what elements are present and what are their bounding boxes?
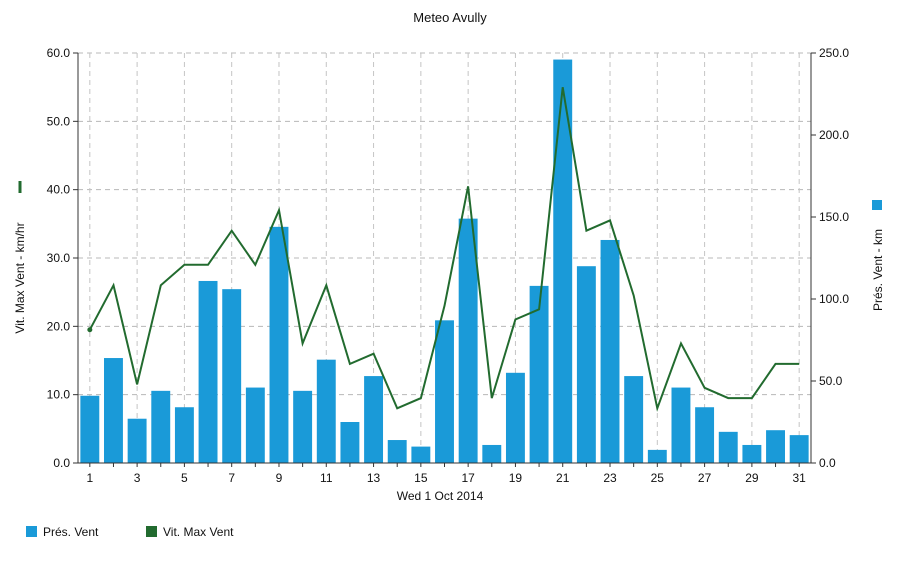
bar [482,444,502,463]
x-tick-label: 9 [276,471,283,485]
x-tick-label: 13 [367,471,381,485]
bar [718,431,738,463]
legend-label-line: Vit. Max Vent [163,525,234,539]
bar [104,358,123,463]
bar [411,446,431,463]
y-right-tick-label: 0.0 [819,456,836,470]
y-left-tick-label: 10.0 [47,388,71,402]
bar [245,387,265,463]
legend-swatch-bars [26,526,37,537]
x-tick-label: 1 [86,471,93,485]
bar [316,359,336,463]
line-point [87,327,93,333]
x-tick-label: 7 [228,471,235,485]
bar [458,218,478,463]
x-tick-label: 11 [320,471,333,485]
bar [695,407,715,463]
y-left-tick-label: 50.0 [47,114,71,128]
bar [222,289,242,463]
bar [671,387,691,463]
y-right-axis-label: Prés. Vent - km [871,229,885,311]
y-left-tick-label: 40.0 [47,183,71,197]
bar [127,418,147,463]
x-tick-labels: 1 3 5 7 9 11 13 15 17 19 21 23 25 27 29 31 [86,463,806,485]
x-tick-label: 27 [698,471,712,485]
bar [576,266,596,463]
x-tick-label: 29 [745,471,759,485]
bar [269,226,289,463]
bar [174,407,194,463]
legend-swatch-line [146,526,157,537]
bar [553,59,573,464]
y-right-series-marker [872,200,882,210]
bar [789,435,809,463]
x-tick-label: 3 [134,471,141,485]
y-right-tick-label: 250.0 [819,46,849,60]
x-tick-label: 21 [556,471,570,485]
legend: Prés. Vent Vit. Max Vent [26,525,234,539]
x-tick-label: 25 [651,471,665,485]
bar [364,376,384,463]
bar [387,440,407,463]
y-right-tick-label: 100.0 [819,292,849,306]
legend-label-bars: Prés. Vent [43,525,99,539]
x-tick-label: 19 [509,471,523,485]
x-tick-label: 5 [181,471,188,485]
bar [80,395,100,463]
bar [435,320,454,463]
y-right-tick-label: 200.0 [819,128,849,142]
line-path [88,87,800,412]
bar [600,239,620,463]
bar-series [80,59,809,464]
y-left-tick-label: 30.0 [47,251,71,265]
x-tick-label: 23 [603,471,617,485]
y-left-axis-label: Vit. Max Vent - km/hr [13,222,27,333]
bar [198,280,218,463]
x-tick-label: 31 [792,471,806,485]
y-left-tick-labels: 0.0 10.0 20.0 30.0 40.0 50.0 60.0 [47,46,78,470]
bar [529,285,549,463]
y-right-tick-label: 50.0 [819,374,843,388]
x-tick-label: 15 [414,471,428,485]
y-left-tick-label: 0.0 [53,456,70,470]
bar [766,430,785,463]
x-axis-label: Wed 1 Oct 2014 [397,489,484,503]
bar [293,390,313,463]
y-left-tick-label: 20.0 [47,319,71,333]
chart-title: Meteo Avully [413,10,487,25]
bar [151,390,171,463]
bar [742,444,762,463]
bar [624,376,644,463]
y-right-tick-label: 150.0 [819,210,849,224]
y-right-tick-labels: 0.0 50.0 100.0 150.0 200.0 250.0 [811,46,849,470]
bar [505,372,525,463]
x-tick-label: 17 [461,471,475,485]
bar [647,449,667,463]
bar [340,422,360,463]
line-series [87,87,800,412]
y-left-tick-label: 60.0 [47,46,71,60]
